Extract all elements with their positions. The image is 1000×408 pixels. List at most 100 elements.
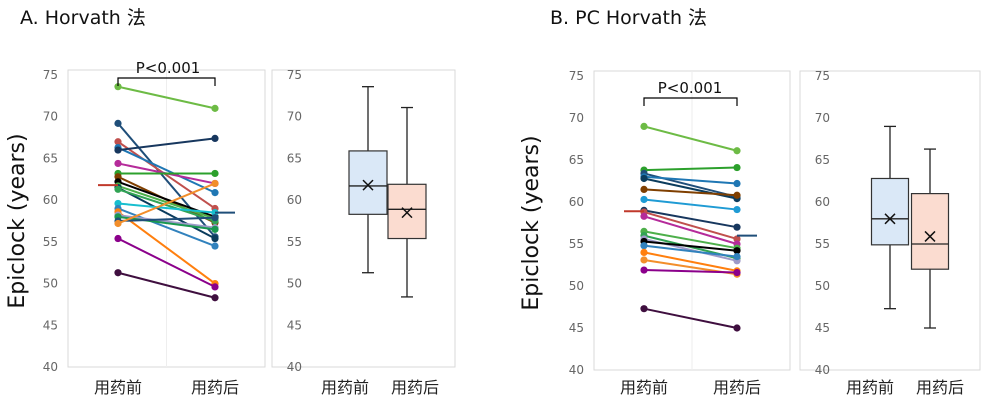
chart2-point-after-5	[733, 191, 741, 199]
chart2-series-line-6	[643, 198, 738, 211]
chart1-box-after-iqr	[387, 183, 427, 240]
chart1-series-line-4	[117, 137, 216, 152]
chart2-point-before-18	[640, 305, 648, 313]
chart1-box-ytick-70: 70	[287, 110, 302, 124]
chart2-box-category-1: 用药后	[916, 378, 964, 397]
chart2-point-before-6	[640, 195, 648, 204]
chart1-line-ytick-65: 65	[43, 151, 58, 165]
chart1-point-after-3	[211, 189, 219, 197]
chart1-point-before-2	[114, 138, 122, 146]
chart1-series-line-3	[117, 146, 216, 194]
chart1-point-before-19	[114, 234, 122, 243]
chart2-point-after-7	[733, 223, 741, 231]
chart2-series-line-0	[643, 125, 738, 152]
chart2-box-before-iqr	[870, 177, 910, 246]
chart2-box-ytick-45: 45	[815, 321, 830, 335]
chart1-box-ytick-75: 75	[287, 68, 302, 82]
chart2-box-category-0: 用药前	[846, 378, 894, 397]
chart1-line-ytick-45: 45	[43, 318, 58, 332]
chart2-line-ytick-40: 40	[569, 363, 584, 377]
chart2-series-line-14	[643, 244, 738, 258]
chart1-series-line-16	[117, 215, 216, 231]
chart2-box-ytick-40: 40	[815, 363, 830, 377]
chart2-series-line-5	[643, 188, 738, 197]
chart2-point-after-13	[733, 247, 741, 255]
chart2-series-line-8	[643, 211, 738, 240]
chart1-point-after-4	[211, 134, 219, 143]
chart1-point-after-17	[211, 214, 219, 222]
chart1-point-after-18	[211, 179, 219, 188]
chart1-line-ytick-40: 40	[43, 360, 58, 374]
chart2-point-before-15	[640, 248, 648, 256]
chart1-box-before-iqr	[348, 150, 388, 215]
chart2-point-before-5	[640, 185, 648, 193]
chart2-line-ytick-55: 55	[569, 237, 584, 251]
chart2-box-ytick-50: 50	[815, 279, 830, 293]
chart2-point-before-9	[640, 212, 648, 220]
chart2-series-line-13	[643, 240, 738, 252]
chart2-box-ytick-75: 75	[815, 69, 830, 83]
chart1-series-line-10	[117, 186, 216, 240]
chart2-series-line-18	[643, 307, 738, 329]
chart1-point-before-7	[114, 173, 122, 181]
chart1-box-ytick-55: 55	[287, 235, 302, 249]
chart2-significance-label: P<0.001	[658, 79, 723, 97]
chart1-series-line-9	[117, 185, 216, 220]
chart2-box-after-mean-marker	[924, 230, 936, 242]
chart2-line-ytick-65: 65	[569, 153, 584, 167]
chart2-point-after-8	[733, 235, 741, 243]
chart1-point-after-16	[211, 225, 219, 233]
chart2-series-line-10	[643, 230, 738, 250]
chart2-point-after-6	[733, 205, 741, 214]
chart1-line-ytick-70: 70	[43, 110, 58, 124]
chart1-point-after-13	[211, 242, 219, 250]
chart1-box-plot-frame	[271, 69, 456, 368]
chart1-box-ytick-45: 45	[287, 318, 302, 332]
chart2-series-line-3	[643, 175, 738, 185]
chart1-point-after-10	[211, 234, 219, 243]
chart1-point-before-0	[114, 83, 122, 91]
chart2-point-after-0	[733, 147, 741, 155]
chart1-line-ytick-55: 55	[43, 235, 58, 249]
chart1-series-line-18	[117, 182, 216, 225]
chart2-series-line-4	[643, 177, 738, 200]
chart2-series-line-9	[643, 215, 738, 245]
chart1-series-line-14	[117, 211, 216, 285]
chart2-series-line-17	[643, 269, 738, 274]
chart2-series-line-1	[643, 166, 738, 172]
chart2-box-ytick-65: 65	[815, 153, 830, 167]
chart2-box-ytick-70: 70	[815, 111, 830, 125]
chart1-point-before-20	[114, 269, 122, 277]
chart2-line-ytick-45: 45	[569, 321, 584, 335]
chart2-line-category-0: 用药前	[620, 378, 668, 397]
chart1-series-line-20	[117, 271, 216, 299]
chart2-point-after-18	[733, 324, 741, 332]
chart2-line-category-1: 用药后	[713, 378, 761, 397]
chart1-point-after-6	[211, 169, 219, 178]
chart1-significance-bracket	[117, 77, 216, 86]
chart1-box-after-mean-marker	[401, 207, 413, 219]
chart1-box-before-mean-marker	[362, 179, 374, 191]
chart1-series-line-17	[117, 216, 216, 222]
chart1-point-before-12	[114, 199, 122, 208]
chart2-ylabel: Epiclock (years)	[519, 135, 544, 310]
chart2-point-before-16	[640, 256, 648, 264]
chart2-box-plot-frame	[799, 70, 981, 371]
chart2-line-ytick-75: 75	[569, 69, 584, 83]
chart2-point-before-4	[640, 174, 648, 183]
chart1-point-before-1	[114, 119, 122, 127]
chart1-title: A. Horvath 法	[20, 7, 146, 29]
chart1-series-line-13	[117, 207, 216, 247]
chart1-line-ytick-60: 60	[43, 193, 58, 207]
chart1-point-after-0	[211, 104, 219, 112]
chart2-series-line-7	[643, 209, 738, 229]
chart1-box-ytick-60: 60	[287, 193, 302, 207]
chart2-box-after-iqr	[910, 193, 950, 270]
chart1-point-after-19	[211, 283, 219, 291]
chart2-point-after-3	[733, 179, 741, 188]
chart1-point-before-5	[114, 159, 122, 168]
chart1-series-line-19	[117, 237, 216, 288]
chart1-series-line-12	[117, 202, 216, 214]
chart2-title: B. PC Horvath 法	[550, 7, 707, 29]
